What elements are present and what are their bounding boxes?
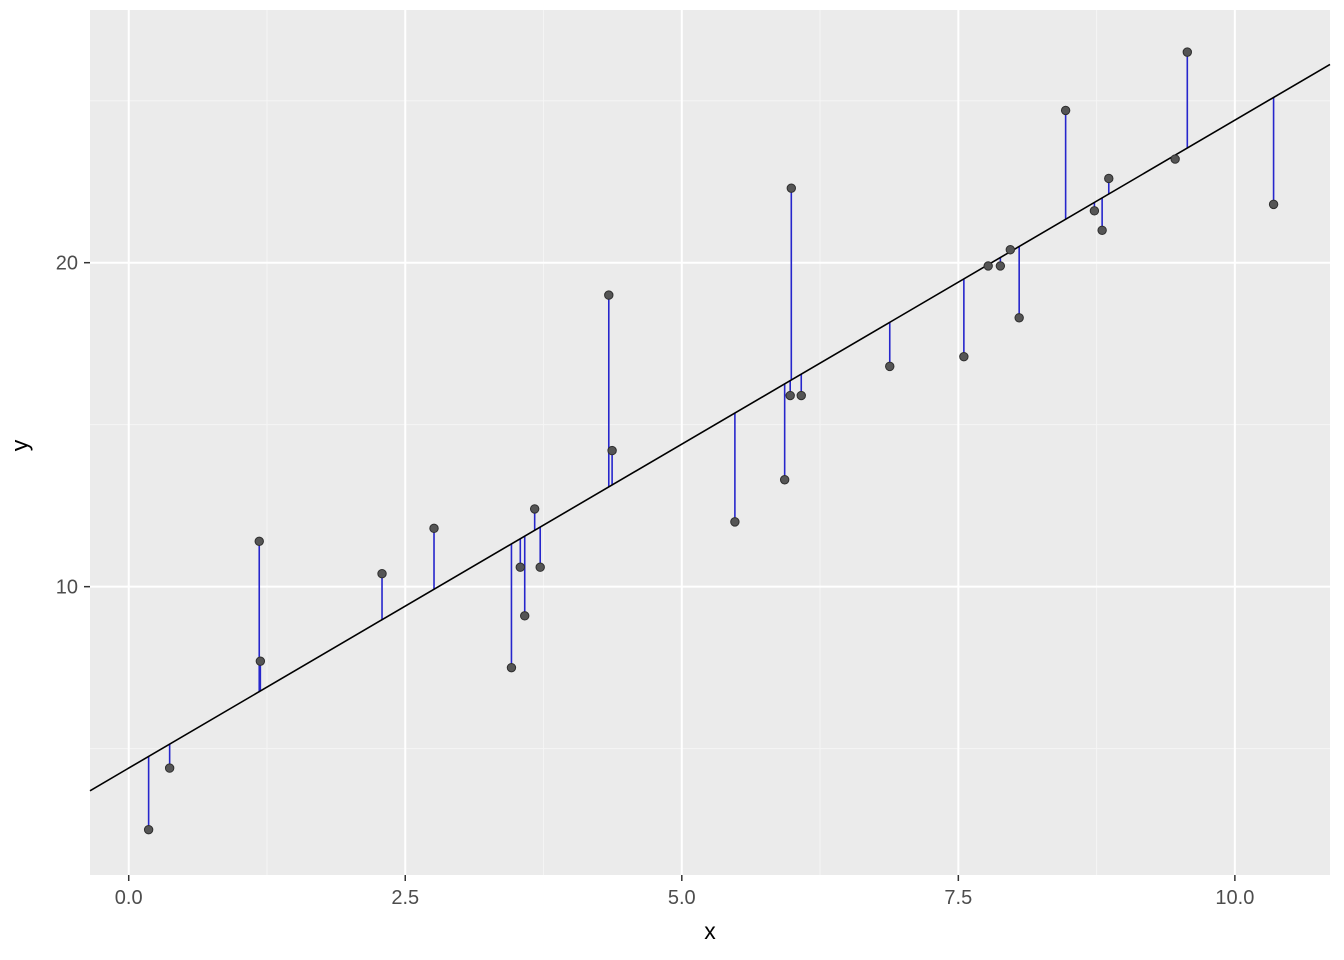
data-point (1170, 154, 1180, 164)
data-point (995, 261, 1006, 271)
data-point (377, 569, 387, 579)
data-point (254, 536, 264, 547)
data-point (1005, 245, 1016, 255)
data-point (983, 261, 993, 271)
x-tick-label: 5.0 (668, 887, 696, 909)
x-tick-label: 2.5 (391, 887, 419, 909)
data-point (164, 763, 175, 773)
data-point (730, 517, 740, 527)
data-point (779, 475, 790, 485)
data-point (1060, 105, 1071, 116)
x-tick-label: 10.0 (1215, 887, 1254, 909)
data-point (885, 361, 895, 372)
panel-background (90, 10, 1330, 875)
data-point (529, 504, 540, 514)
data-point (959, 351, 969, 362)
data-point (607, 445, 617, 456)
data-point (535, 562, 545, 572)
y-axis-title: y (6, 439, 33, 452)
data-point (1097, 225, 1107, 235)
data-point (520, 611, 530, 621)
data-point (1182, 47, 1193, 57)
data-point (1089, 206, 1100, 216)
data-point (1104, 173, 1114, 184)
y-tick-label: 20 (56, 253, 78, 275)
data-point (1014, 313, 1024, 323)
y-tick-label: 10 (56, 577, 78, 599)
data-point (786, 183, 797, 193)
data-point (1268, 199, 1279, 210)
data-point (255, 656, 266, 666)
data-point (604, 290, 614, 300)
data-point (429, 523, 439, 534)
data-point (796, 390, 806, 401)
data-point (515, 562, 525, 572)
data-point (506, 662, 517, 673)
x-tick-label: 7.5 (944, 887, 972, 909)
regression-line (89, 63, 1331, 792)
x-tick-label: 0.0 (115, 887, 143, 909)
data-point (143, 824, 154, 835)
x-axis-title: x (704, 918, 716, 944)
data-point (785, 390, 795, 401)
